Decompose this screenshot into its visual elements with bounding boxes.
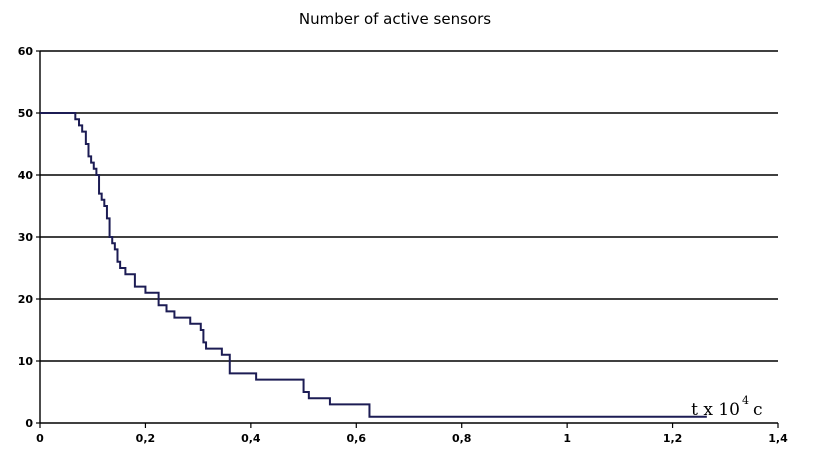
x-tick-labels: 0 0,2 0,4 0,6 0,8 1 1,2 1,4 (36, 432, 788, 445)
x-axis-label-prefix: t x 10 (691, 400, 740, 420)
y-tick-label: 0 (25, 417, 33, 430)
y-tick-label: 40 (18, 169, 34, 182)
x-tick-label: 1 (563, 432, 571, 445)
y-tick-label: 60 (18, 45, 34, 58)
y-tick-label: 20 (18, 293, 34, 306)
x-tick-label: 1,2 (663, 432, 683, 445)
x-tick-label: 0,8 (452, 432, 472, 445)
y-tick-label: 10 (18, 355, 34, 368)
series-line (40, 112, 707, 418)
x-tick-label: 0,4 (241, 432, 261, 445)
x-axis-label-suffix: c (753, 400, 763, 420)
x-tick-label: 0,6 (347, 432, 367, 445)
axes (36, 50, 779, 428)
y-tick-labels: 0 10 20 30 40 50 60 (18, 45, 34, 430)
x-tick-label: 0 (36, 432, 44, 445)
y-tick-label: 50 (18, 107, 34, 120)
grid-lines (40, 50, 778, 362)
y-tick-label: 30 (18, 231, 34, 244)
x-axis-label-superscript: 4 (742, 394, 749, 407)
x-axis-label: t x 10 4 c (691, 394, 762, 420)
chart-title: Number of active sensors (299, 10, 491, 28)
x-tick-label: 0,2 (136, 432, 156, 445)
x-tick-label: 1,4 (768, 432, 788, 445)
series-layer (40, 112, 707, 418)
